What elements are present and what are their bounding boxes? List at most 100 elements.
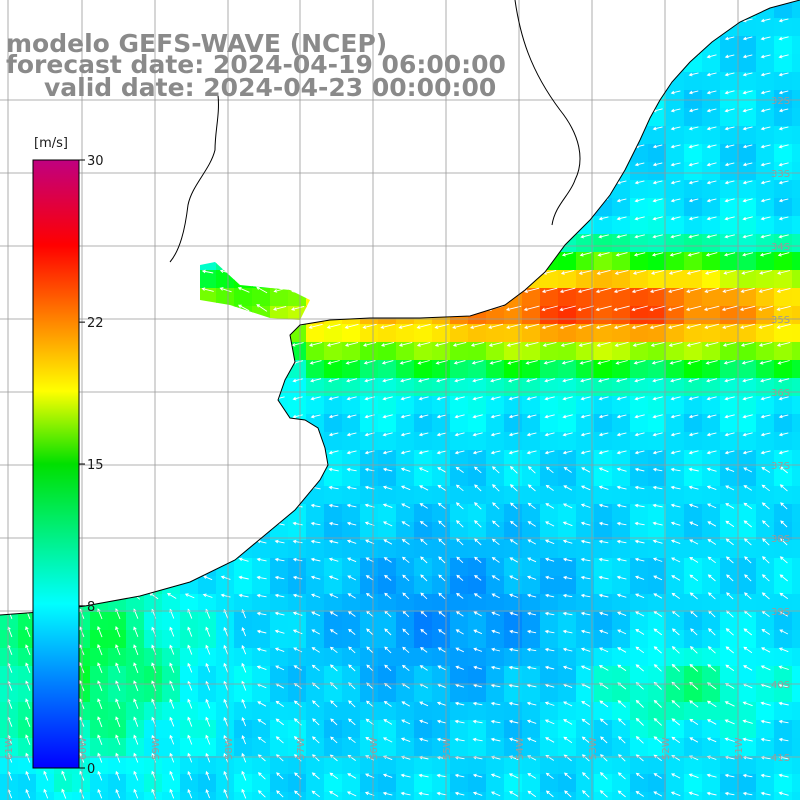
wind-arrow bbox=[418, 791, 429, 796]
wind-cell bbox=[252, 432, 271, 451]
wind-cell bbox=[612, 288, 631, 307]
wind-cell bbox=[576, 522, 595, 541]
wind-cell bbox=[432, 270, 451, 289]
wind-arrow bbox=[545, 484, 554, 491]
wind-arrow bbox=[761, 466, 771, 473]
wind-arrow bbox=[256, 143, 267, 148]
wind-cell bbox=[702, 108, 721, 127]
wind-arrow bbox=[22, 539, 33, 544]
wind-arrow bbox=[726, 592, 734, 600]
wind-cell bbox=[414, 198, 433, 217]
wind-cell bbox=[414, 180, 433, 199]
wind-arrow bbox=[526, 665, 537, 670]
wind-arrow bbox=[203, 106, 213, 114]
wind-cell bbox=[378, 648, 397, 667]
wind-cell bbox=[774, 360, 793, 379]
wind-cell bbox=[720, 378, 739, 397]
wind-cell bbox=[774, 468, 793, 487]
wind-arrow bbox=[256, 647, 267, 652]
wind-arrow bbox=[688, 773, 699, 779]
wind-arrow bbox=[4, 593, 15, 599]
wind-cell bbox=[126, 396, 145, 415]
wind-arrow bbox=[131, 466, 141, 473]
wind-arrow bbox=[652, 396, 663, 401]
wind-arrow bbox=[509, 557, 519, 563]
wind-cell bbox=[576, 414, 595, 433]
wind-cell bbox=[108, 360, 127, 379]
wind-cell bbox=[288, 684, 307, 703]
wind-arrow bbox=[185, 502, 194, 510]
wind-cell bbox=[576, 756, 595, 775]
wind-cell bbox=[702, 504, 721, 523]
wind-arrow bbox=[418, 180, 429, 185]
wind-arrow bbox=[436, 414, 447, 419]
wind-cell bbox=[792, 414, 800, 433]
wind-cell bbox=[594, 468, 613, 487]
wind-arrow bbox=[132, 106, 140, 114]
wind-cell bbox=[144, 252, 163, 271]
wind-cell bbox=[108, 234, 127, 253]
wind-cell bbox=[234, 126, 253, 145]
wind-arrow bbox=[689, 539, 699, 545]
title-model: modelo GEFS-WAVE (NCEP) bbox=[6, 29, 388, 58]
wind-arrow bbox=[274, 575, 285, 580]
wind-arrow bbox=[165, 269, 178, 274]
wind-arrow bbox=[365, 557, 374, 563]
wind-arrow bbox=[437, 665, 447, 671]
wind-cell bbox=[738, 342, 757, 361]
wind-arrow bbox=[132, 124, 140, 132]
wind-arrow bbox=[131, 484, 140, 492]
wind-cell bbox=[450, 378, 469, 397]
wind-arrow bbox=[578, 269, 593, 275]
wind-cell bbox=[108, 576, 127, 595]
wind-cell bbox=[0, 504, 19, 523]
wind-arrow bbox=[419, 719, 429, 724]
wind-arrow bbox=[398, 341, 413, 347]
wind-cell bbox=[360, 792, 379, 800]
wind-arrow bbox=[114, 142, 122, 150]
wind-arrow bbox=[670, 414, 681, 419]
wind-cell bbox=[306, 504, 325, 523]
wind-cell bbox=[342, 666, 361, 685]
wind-cell bbox=[558, 18, 577, 37]
wind-arrow bbox=[562, 557, 573, 562]
wind-arrow bbox=[382, 503, 393, 509]
wind-arrow bbox=[22, 503, 33, 508]
wind-cell bbox=[360, 126, 379, 145]
wind-cell bbox=[396, 288, 415, 307]
wind-cell bbox=[792, 180, 800, 199]
wind-arrow bbox=[112, 449, 123, 455]
wind-arrow bbox=[330, 736, 338, 744]
wind-arrow bbox=[580, 216, 591, 221]
wind-cell bbox=[540, 342, 559, 361]
wind-arrow bbox=[492, 484, 500, 492]
title-valid-date: valid date: 2024-04-23 00:00:00 bbox=[44, 73, 497, 102]
wind-arrow bbox=[418, 234, 429, 239]
wind-arrow bbox=[93, 304, 106, 311]
wind-arrow bbox=[149, 484, 158, 492]
wind-arrow bbox=[167, 413, 177, 419]
wind-arrow bbox=[634, 414, 645, 419]
wind-arrow bbox=[167, 430, 176, 437]
wind-cell bbox=[0, 720, 19, 739]
wind-cell bbox=[558, 342, 577, 361]
wind-arrow bbox=[670, 234, 681, 239]
wind-cell bbox=[126, 306, 145, 325]
wind-arrow bbox=[455, 466, 464, 473]
wind-cell bbox=[450, 684, 469, 703]
wind-cell bbox=[324, 144, 343, 163]
wind-cell bbox=[558, 630, 577, 649]
wind-cell bbox=[216, 270, 235, 289]
wind-cell bbox=[630, 108, 649, 127]
wind-cell bbox=[126, 756, 145, 775]
wind-arrow bbox=[778, 719, 789, 724]
wind-cell bbox=[738, 54, 757, 73]
wind-cell bbox=[450, 792, 469, 800]
wind-cell bbox=[234, 666, 253, 685]
wind-cell bbox=[558, 360, 577, 379]
wind-cell bbox=[396, 108, 415, 127]
wind-arrow bbox=[202, 179, 213, 184]
wind-arrow bbox=[169, 662, 175, 673]
wind-arrow bbox=[418, 737, 429, 742]
wind-cell bbox=[144, 324, 163, 343]
